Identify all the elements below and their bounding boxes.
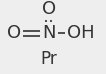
Text: O: O <box>7 24 21 42</box>
Text: O: O <box>42 0 56 18</box>
Text: Pr: Pr <box>40 50 57 68</box>
Text: OH: OH <box>67 24 94 42</box>
Text: N: N <box>42 24 56 42</box>
